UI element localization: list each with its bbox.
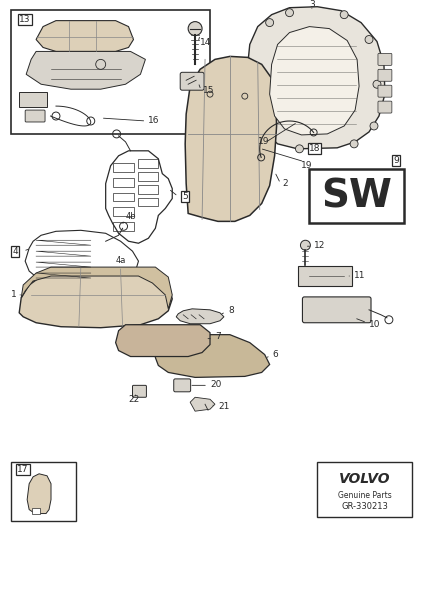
Polygon shape	[36, 20, 133, 52]
Text: Genuine Parts: Genuine Parts	[338, 491, 391, 500]
Text: 17: 17	[17, 465, 29, 474]
Text: 2: 2	[283, 179, 288, 188]
FancyBboxPatch shape	[25, 110, 45, 122]
FancyBboxPatch shape	[180, 72, 204, 90]
Circle shape	[365, 35, 373, 43]
FancyBboxPatch shape	[19, 92, 47, 107]
Text: 21: 21	[218, 401, 230, 410]
FancyBboxPatch shape	[309, 169, 404, 224]
FancyBboxPatch shape	[378, 53, 392, 66]
Polygon shape	[19, 268, 172, 328]
Circle shape	[350, 140, 358, 148]
Text: 10: 10	[369, 320, 380, 329]
Text: 19: 19	[258, 138, 269, 147]
FancyBboxPatch shape	[32, 508, 40, 513]
Text: VOLVO: VOLVO	[339, 472, 390, 486]
Text: 18: 18	[309, 144, 320, 153]
Polygon shape	[156, 335, 269, 377]
Circle shape	[340, 11, 348, 19]
Text: 19: 19	[301, 161, 313, 170]
FancyBboxPatch shape	[298, 266, 352, 286]
FancyBboxPatch shape	[174, 379, 191, 392]
Text: 9: 9	[393, 156, 399, 165]
FancyBboxPatch shape	[133, 385, 147, 397]
Text: 4b: 4b	[125, 212, 136, 221]
Polygon shape	[21, 267, 172, 309]
Circle shape	[370, 122, 378, 130]
FancyBboxPatch shape	[11, 462, 76, 522]
FancyBboxPatch shape	[378, 85, 392, 97]
Text: 22: 22	[128, 395, 140, 404]
Text: SW: SW	[321, 177, 392, 215]
Polygon shape	[176, 309, 224, 324]
Text: 15: 15	[203, 86, 215, 95]
Circle shape	[300, 240, 310, 250]
Text: 3: 3	[309, 0, 315, 9]
Text: 5: 5	[182, 192, 188, 201]
Text: 4: 4	[12, 246, 18, 255]
Text: 14: 14	[200, 38, 212, 47]
Polygon shape	[27, 474, 51, 513]
Polygon shape	[26, 52, 145, 89]
FancyBboxPatch shape	[11, 10, 210, 134]
Polygon shape	[116, 325, 210, 356]
Polygon shape	[25, 230, 139, 288]
FancyBboxPatch shape	[378, 69, 392, 81]
Text: 4a: 4a	[116, 255, 126, 264]
Text: 16: 16	[148, 117, 160, 126]
Text: 8: 8	[228, 307, 234, 316]
Text: 1: 1	[11, 290, 17, 299]
Circle shape	[295, 145, 303, 153]
Circle shape	[373, 81, 381, 88]
Circle shape	[188, 22, 202, 35]
Text: 6: 6	[272, 350, 278, 359]
Polygon shape	[190, 397, 215, 411]
Text: 11: 11	[354, 270, 366, 279]
Text: GR-330213: GR-330213	[341, 502, 388, 511]
Polygon shape	[269, 26, 359, 135]
Text: 20: 20	[210, 380, 221, 389]
Polygon shape	[106, 151, 172, 243]
FancyBboxPatch shape	[303, 297, 371, 323]
FancyBboxPatch shape	[317, 462, 412, 516]
Text: 13: 13	[20, 15, 31, 24]
Text: 12: 12	[314, 241, 326, 250]
Polygon shape	[185, 56, 277, 221]
FancyBboxPatch shape	[378, 101, 392, 113]
Text: 7: 7	[215, 332, 221, 341]
Polygon shape	[248, 7, 385, 149]
Circle shape	[286, 8, 294, 17]
Circle shape	[266, 19, 274, 26]
